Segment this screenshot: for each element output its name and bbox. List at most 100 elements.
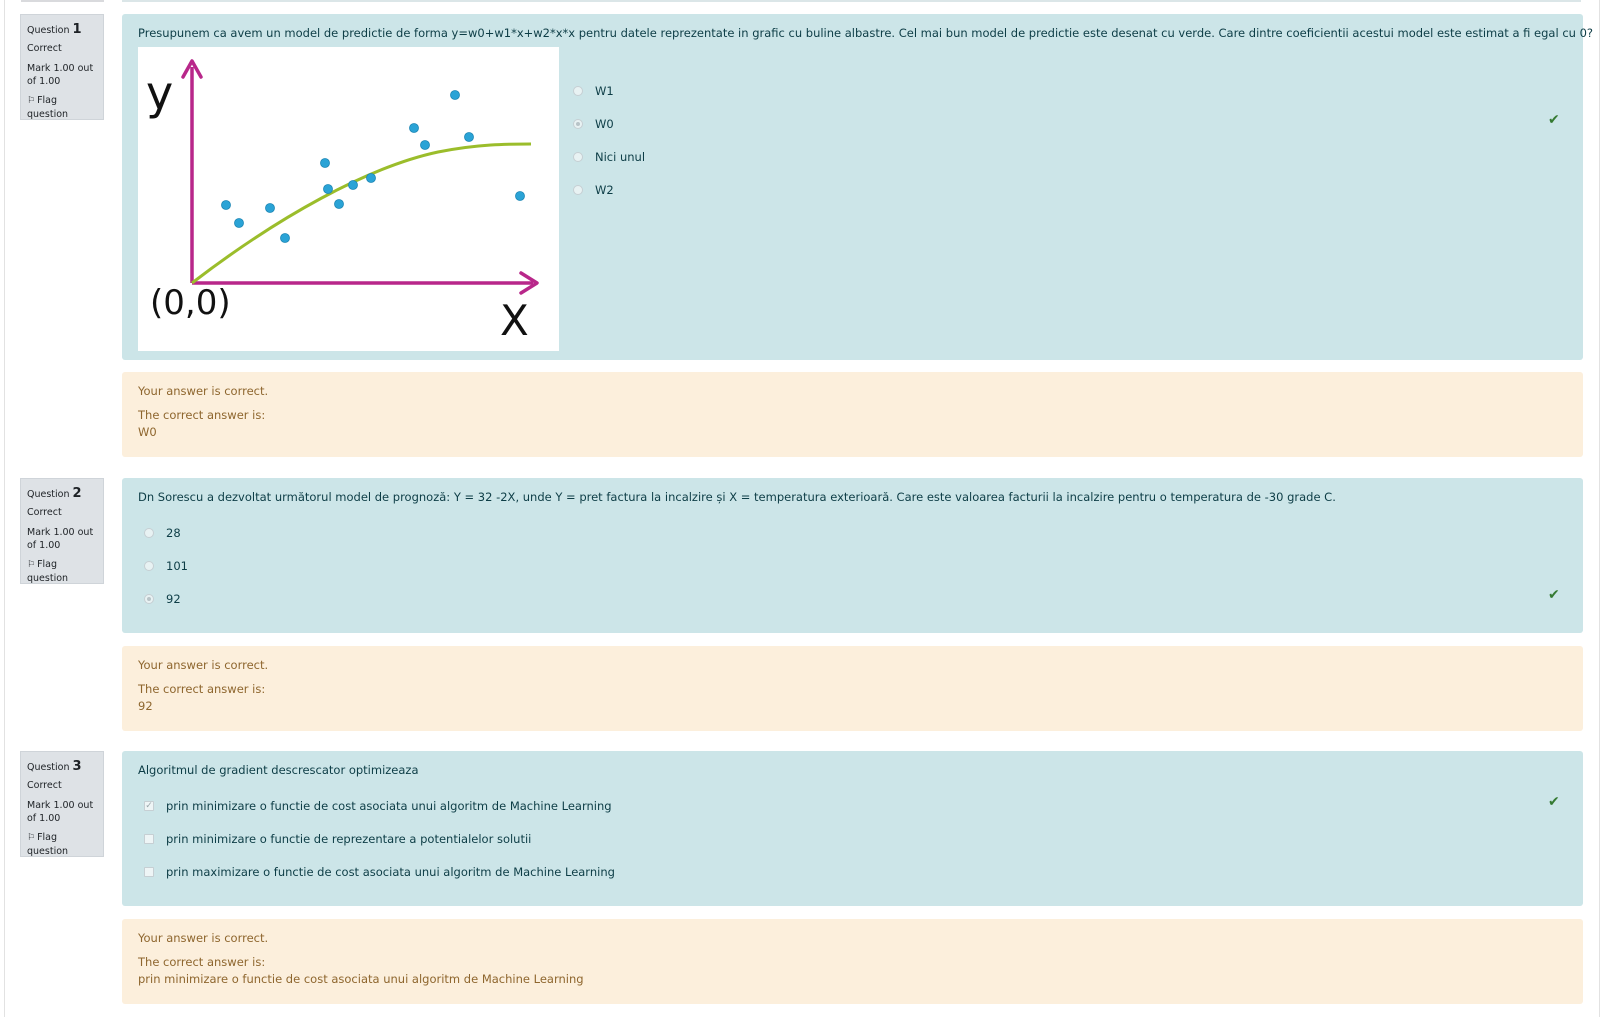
question-formulation-3: Algoritmul de gradient descrescator opti…: [122, 751, 1583, 906]
feedback-result: Your answer is correct.: [138, 384, 269, 398]
data-point: [366, 173, 376, 183]
option-label: W2: [595, 183, 614, 197]
answer-option[interactable]: W2: [573, 181, 614, 199]
feedback-result: Your answer is correct.: [138, 931, 269, 945]
option-radio[interactable]: [573, 185, 583, 195]
question-grade: Mark 1.00 out of 1.00: [27, 800, 94, 824]
answer-option[interactable]: W0: [573, 115, 614, 133]
x-axis-arrow: [519, 271, 539, 295]
question-number-value: 1: [72, 22, 82, 37]
question-state: Correct: [27, 780, 62, 791]
answer-option[interactable]: W1: [573, 82, 614, 100]
question-number: Question 2: [27, 487, 97, 502]
option-radio[interactable]: [573, 152, 583, 162]
question-info-1: Question 1 Correct Mark 1.00 out of 1.00…: [20, 14, 104, 120]
flag-question-link[interactable]: ⚐ Flag question: [27, 558, 97, 586]
feedback-correct-prefix: The correct answer is:: [138, 955, 266, 969]
option-label: prin minimizare o functie de cost asocia…: [166, 799, 612, 813]
question-label: Question: [27, 489, 70, 500]
option-radio[interactable]: [144, 594, 154, 604]
question-label: Question: [27, 762, 70, 773]
question-formulation-2: Dn Sorescu a dezvoltat următorul model d…: [122, 478, 1583, 633]
question-state: Correct: [27, 507, 62, 518]
feedback-correct-prefix: The correct answer is:: [138, 682, 266, 696]
answer-option[interactable]: prin minimizare o functie de reprezentar…: [144, 830, 531, 848]
data-point: [409, 123, 419, 133]
answer-option[interactable]: prin maximizare o functie de cost asocia…: [144, 863, 615, 881]
question-info-3: Question 3 Correct Mark 1.00 out of 1.00…: [20, 751, 104, 857]
question-text: Algoritmul de gradient descrescator opti…: [138, 763, 419, 777]
data-points: [221, 90, 525, 243]
option-label: W1: [595, 84, 614, 98]
regression-graph: y (0,0) X: [146, 59, 539, 345]
answer-option[interactable]: ✓ prin minimizare o functie de cost asoc…: [144, 797, 612, 815]
question-label: Question: [27, 25, 70, 36]
question-text: Dn Sorescu a dezvoltat următorul model d…: [138, 490, 1336, 504]
answer-option[interactable]: 28: [144, 524, 181, 542]
option-label: W0: [595, 117, 614, 131]
prediction-curve: [191, 142, 532, 285]
question-state: Correct: [27, 43, 62, 54]
option-label: Nici unul: [595, 150, 646, 164]
question-feedback-2: Your answer is correct. The correct answ…: [122, 646, 1583, 731]
feedback-result: Your answer is correct.: [138, 658, 269, 672]
previous-info-edge: [21, 0, 104, 2]
option-checkbox[interactable]: [144, 834, 154, 844]
flag-icon: ⚐: [27, 96, 36, 106]
question-graph-image: y (0,0) X: [138, 47, 559, 351]
option-radio[interactable]: [573, 119, 583, 129]
question-number: Question 3: [27, 760, 97, 775]
answer-option[interactable]: Nici unul: [573, 148, 645, 166]
option-radio[interactable]: [144, 528, 154, 538]
y-axis-arrow: [181, 59, 203, 79]
flag-icon: ⚐: [27, 560, 36, 570]
y-axis-label: y: [146, 66, 173, 120]
question-grade: Mark 1.00 out of 1.00: [27, 63, 94, 87]
data-point: [221, 200, 231, 210]
option-label: prin maximizare o functie de cost asocia…: [166, 865, 615, 879]
data-point: [420, 140, 430, 150]
origin-label: (0,0): [150, 283, 231, 323]
feedback-correct-prefix: The correct answer is:: [138, 408, 266, 422]
flag-icon: ⚐: [27, 833, 36, 843]
feedback-correct-answer: prin minimizare o functie de cost asocia…: [138, 972, 584, 986]
answer-option[interactable]: 101: [144, 557, 188, 575]
option-label: 92: [166, 592, 181, 606]
check-icon: ✔: [1548, 112, 1560, 128]
data-point: [320, 158, 330, 168]
question-grade: Mark 1.00 out of 1.00: [27, 527, 94, 551]
feedback-correct-answer: 92: [138, 699, 153, 713]
flag-question-link[interactable]: ⚐ Flag question: [27, 94, 97, 122]
feedback-correct-answer: W0: [138, 425, 157, 439]
option-radio[interactable]: [144, 561, 154, 571]
option-radio[interactable]: [573, 86, 583, 96]
x-axis-label: X: [500, 296, 529, 345]
check-icon: ✔: [1548, 587, 1560, 603]
question-text: Presupunem ca avem un model de predictie…: [138, 26, 1594, 40]
question-feedback-3: Your answer is correct. The correct answ…: [122, 919, 1583, 1004]
question-number-value: 3: [72, 759, 82, 774]
question-feedback-1: Your answer is correct. The correct answ…: [122, 372, 1583, 457]
data-point: [334, 199, 344, 209]
option-label: 101: [166, 559, 188, 573]
option-checkbox[interactable]: ✓: [144, 801, 154, 811]
option-checkbox[interactable]: [144, 867, 154, 877]
flag-label: Flag question: [27, 95, 69, 120]
answer-option[interactable]: 92: [144, 590, 181, 608]
question-number-value: 2: [72, 486, 82, 501]
question-number: Question 1: [27, 23, 97, 38]
option-label: 28: [166, 526, 181, 540]
data-point: [464, 132, 474, 142]
data-point: [515, 191, 525, 201]
option-label: prin minimizare o functie de reprezentar…: [166, 832, 532, 846]
flag-label: Flag question: [27, 559, 69, 584]
question-formulation-1: Presupunem ca avem un model de predictie…: [122, 14, 1593, 360]
data-point: [323, 184, 333, 194]
data-point: [234, 218, 244, 228]
data-point: [280, 233, 290, 243]
data-point: [348, 180, 358, 190]
flag-question-link[interactable]: ⚐ Flag question: [27, 831, 97, 859]
flag-label: Flag question: [27, 832, 69, 857]
check-icon: ✔: [1548, 794, 1560, 810]
previous-content-edge: [122, 0, 1581, 2]
